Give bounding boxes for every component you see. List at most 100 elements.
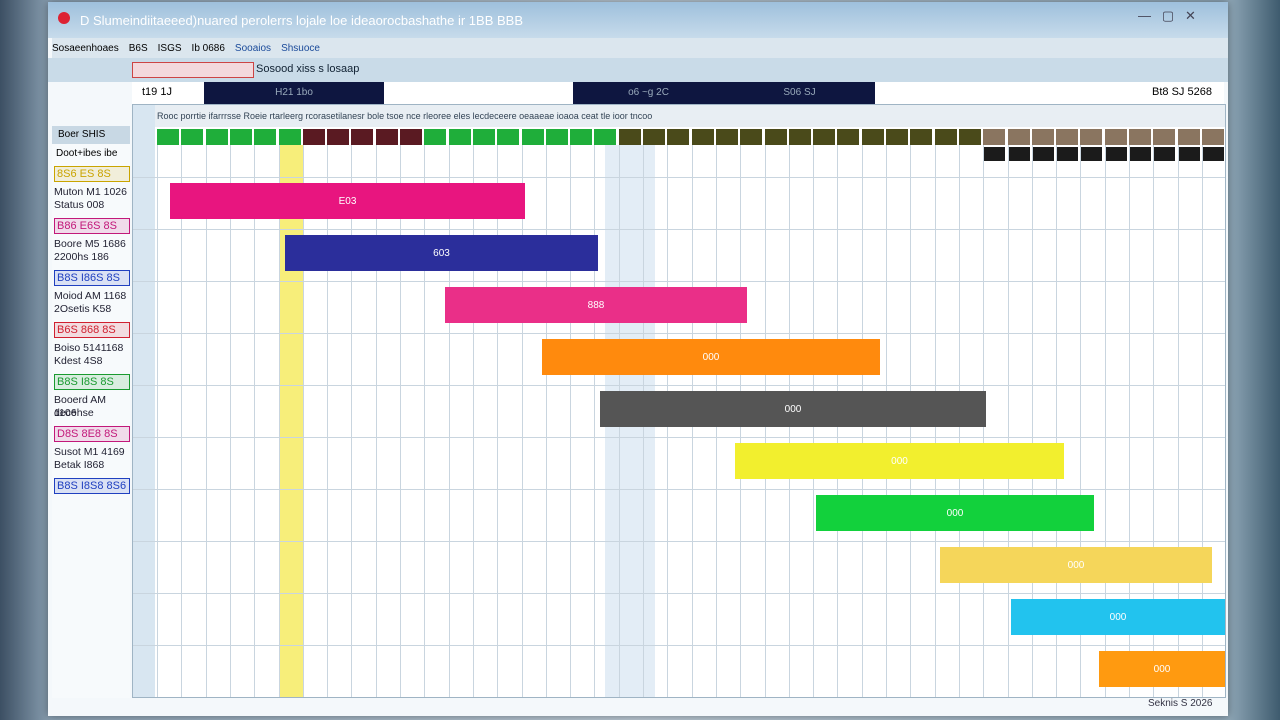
header-cell [448,129,471,145]
task-bar[interactable]: 000 [940,547,1212,583]
task-bar[interactable]: 888 [445,287,747,323]
header-cell [497,129,520,145]
header-cell [715,129,738,145]
header-cell [788,129,811,145]
header-cell [400,129,422,145]
gantt-grid: Rooc porrtie ifarrrsse Roeie rtarleerg r… [132,104,1226,698]
task-bar[interactable]: 603 [285,235,598,271]
sidebar: Boer SHIS Doot+ibes ibe 8S6 ES 8S Muton M… [52,126,130,698]
period-band: o6 ~g 2C [573,82,724,104]
header-cell [983,129,1006,145]
header-cell [302,129,325,145]
grid-line [133,333,1225,334]
resource-name: Muton M1 1026 [54,186,127,198]
today-column [279,145,303,697]
grid-line [400,145,401,697]
grid-line [133,385,1225,386]
grid-line [133,541,1225,542]
task-bar[interactable]: 000 [542,339,880,375]
header-cell [691,129,714,145]
grid-line [1031,145,1033,697]
grid-line [375,145,377,697]
grid-line [133,489,1225,490]
grid-line [302,145,304,697]
window-title: D Slumeindiitaeeed)nuared perolerrs loja… [80,13,523,28]
toolbar: Sosaeenhoaes B6S ISGS Ib 0686 Sooaios Shsuoce [52,38,1228,58]
header-cell [1129,147,1151,161]
task-bar[interactable]: 000 [1011,599,1225,635]
task-bar[interactable]: E03 [170,183,525,219]
resource-name: Boore M5 1686 [54,238,126,250]
toolbar-tab[interactable]: B6S [128,42,148,54]
resource-name: Moiod AM 1168 [54,290,127,302]
header-cell [1153,147,1176,161]
grid-line [254,145,256,697]
toolbar-tab[interactable]: Shsuoce [281,42,320,54]
status-tag[interactable]: 8S6 ES 8S [54,166,130,182]
column-header: Rooc porrtie ifarrrsse Roeie rtarleerg r… [133,105,1225,127]
header-cell [545,129,568,145]
grid-line [133,437,1225,438]
row-gutter [133,105,155,697]
status-tag[interactable]: B8S I8S 8S [54,374,130,390]
header-cell [910,129,933,145]
header-cell [667,129,690,145]
status-tag[interactable]: B6S 868 8S [54,322,130,338]
task-bar[interactable]: 000 [1099,651,1225,687]
header-cell [254,129,277,145]
filter-text[interactable]: Sosood xiss s losaap [256,63,360,75]
task-bar[interactable]: 000 [735,443,1064,479]
resource-detail: Kdest 4S8 [54,355,103,367]
window-controls[interactable]: — ▢ ✕ [1138,8,1196,23]
toolbar-tab[interactable]: ISGS [157,42,182,54]
resource-name: Boiso 5141168 [54,342,124,354]
task-bar[interactable]: 000 [816,495,1094,531]
header-cell [1007,129,1030,145]
header-cell [570,129,593,145]
header-cell [1201,147,1224,161]
grid-line [181,145,183,697]
header-cell [1056,147,1079,161]
header-cell [837,129,860,145]
status-tag[interactable]: B86 E6S 8S [54,218,130,234]
toolbar-tab[interactable]: Sosaeenhoaes [52,42,119,54]
grid-line [594,145,596,697]
column-labels: Rooc porrtie ifarrrsse Roeie rtarleerg r… [157,111,653,121]
header-cell [1177,147,1200,161]
grid-line [545,145,547,697]
header-cell [351,129,374,145]
range-label: t19 1J [142,86,172,98]
grid-line [133,177,1225,178]
header-cell [1080,129,1103,145]
filter-buttons[interactable] [132,62,254,78]
grid-line [1104,145,1106,697]
grid-line [133,229,1225,230]
title-bar: D Slumeindiitaeeed)nuared perolerrs loja… [48,2,1228,38]
status-tag[interactable]: D8S 8E8 8S [54,426,130,442]
header-cell [813,129,836,145]
task-bar[interactable]: 000 [600,391,986,427]
grid-line [327,145,329,697]
period-band: S06 SJ [724,82,875,104]
period-band: H21 1bo [204,82,384,104]
grid-line [1201,145,1203,697]
filter-bar: Sosood xiss s losaap [48,58,1228,82]
header-cell [375,129,398,145]
grid-line [1153,145,1155,697]
toolbar-tab[interactable]: Sooaios [234,42,272,54]
grid-line [1177,145,1179,697]
header-cell [1007,147,1030,161]
header-cell [1031,129,1054,145]
grid-line [521,145,523,697]
grid-line [497,145,499,697]
header-cell [472,129,495,145]
period-header: t19 1J H21 1bo o6 ~g 2C S06 SJ Bt8 SJ 52… [132,82,1224,104]
status-tag[interactable]: B8S I8S8 8S6 [54,478,130,494]
header-cell [861,129,884,145]
grid-line [351,145,353,697]
toolbar-tab[interactable]: Ib 0686 [191,42,225,54]
header-cell [594,129,617,145]
status-tag[interactable]: B8S I86S 8S [54,270,130,286]
grid-line [157,145,158,697]
